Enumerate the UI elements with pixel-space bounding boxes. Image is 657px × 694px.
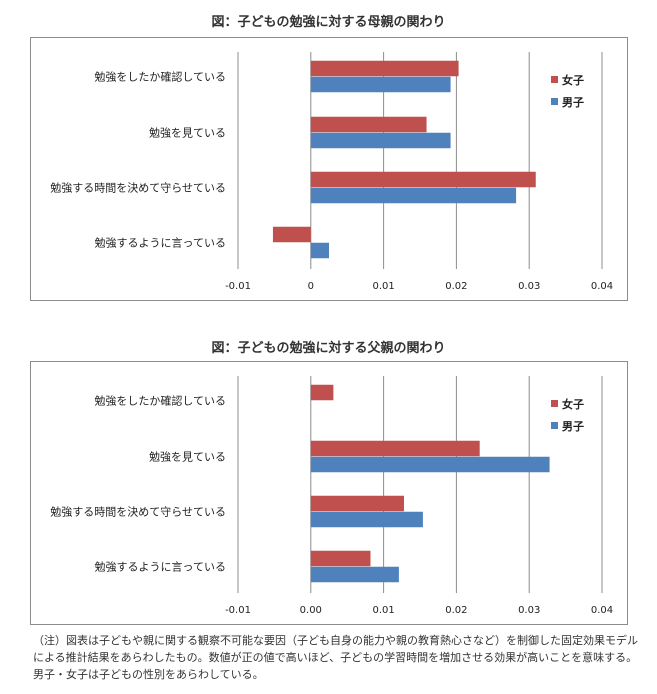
bar-boys — [310, 187, 517, 204]
bar-boys — [310, 511, 423, 528]
bar-girls — [310, 495, 404, 512]
legend-swatch-boys — [551, 98, 558, 105]
bar-boys — [310, 76, 451, 93]
mother-chart: -0.01 0 0.01 0.02 0.03 0.04 勉強をしたか確認している勉強を見てい… — [30, 37, 628, 301]
mother-chart-plot: -0.01 0 0.01 0.02 0.03 0.04 勉強をしたか確認している勉強を見てい… — [50, 52, 613, 292]
bar-girls — [310, 116, 427, 133]
bar-boys — [310, 132, 451, 149]
category-label: 勉強する時間を決めて守らせている — [50, 505, 226, 519]
x-tick-label: 0.03 — [518, 605, 540, 616]
legend-swatch-boys — [551, 422, 558, 429]
category-label: 勉強する時間を決めて守らせている — [50, 181, 226, 195]
footnote-line-3: 男子・女子は子どもの性別をあらわしている。 — [33, 668, 264, 681]
category-label: 勉強をしたか確認している — [94, 394, 226, 408]
bar-girls — [310, 171, 536, 188]
bar-boys — [310, 456, 550, 473]
bar-girls — [310, 440, 480, 457]
bar-boys — [310, 242, 329, 259]
footnote: （注）図表は子どもや親に関する観察不可能な要因（子ども自身の能力や親の教育熱心さ… — [33, 632, 653, 683]
footnote-line-1: （注）図表は子どもや親に関する観察不可能な要因（子ども自身の能力や親の教育熱心さ… — [33, 634, 638, 647]
bar-girls — [310, 550, 371, 567]
x-tick-label: 0.04 — [591, 281, 613, 292]
x-tick-label: -0.01 — [225, 605, 251, 616]
bar-boys — [310, 566, 399, 583]
mother-chart-title: 図：子どもの勉強に対する母親の関わり — [211, 15, 446, 30]
x-tick-label: 0.02 — [445, 605, 467, 616]
legend-swatch-girls — [551, 400, 558, 407]
x-tick-label: -0.01 — [225, 281, 251, 292]
father-chart-plot: -0.01 0.00 0.01 0.02 0.03 0.04 勉強をしたか確認している勉強を… — [50, 376, 613, 616]
category-label: 勉強を見ている — [149, 450, 226, 464]
x-tick-label: 0.00 — [300, 605, 322, 616]
legend-swatch-girls — [551, 76, 558, 83]
x-tick-label: 0.02 — [445, 281, 467, 292]
legend-label-girls: 女子 — [562, 73, 584, 87]
category-label: 勉強を見ている — [149, 126, 226, 140]
x-tick-label: 0.01 — [372, 605, 394, 616]
category-label: 勉強するように言っている — [95, 236, 226, 250]
x-tick-label: 0.03 — [518, 281, 540, 292]
x-tick-label: 0.01 — [372, 281, 394, 292]
father-chart: -0.01 0.00 0.01 0.02 0.03 0.04 勉強をしたか確認している勉強を… — [30, 361, 628, 625]
legend-label-girls: 女子 — [562, 397, 584, 411]
bar-girls — [272, 226, 311, 243]
bar-girls — [310, 384, 334, 401]
x-tick-label: 0 — [308, 281, 314, 292]
x-tick-label: 0.04 — [591, 605, 613, 616]
legend-label-boys: 男子 — [562, 96, 584, 109]
category-label: 勉強をしたか確認している — [94, 70, 226, 84]
father-chart-title: 図：子どもの勉強に対する父親の関わり — [211, 341, 446, 356]
category-label: 勉強するように言っている — [95, 560, 226, 574]
footnote-line-2: による推計結果をあらわしたもの。数値が正の値で高いほど、子どもの学習時間を増加さ… — [33, 651, 638, 664]
bar-girls — [310, 60, 459, 77]
legend-label-boys: 男子 — [562, 420, 584, 433]
